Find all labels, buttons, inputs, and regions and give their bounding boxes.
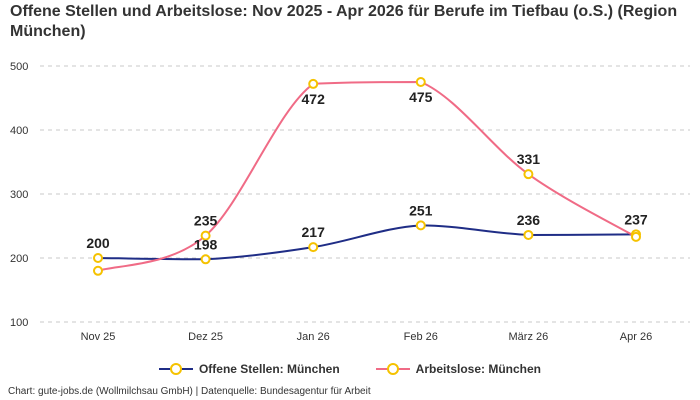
data-label: 472: [302, 91, 326, 107]
data-point: [308, 242, 319, 253]
y-tick-label: 100: [10, 317, 28, 329]
data-label: 475: [409, 89, 433, 105]
data-label: 331: [517, 151, 541, 167]
y-tick-label: 200: [10, 253, 28, 265]
data-point: [415, 77, 426, 87]
x-axis-ticks: Nov 25 Dez 25 Jan 26 Feb 26 März 26 Apr 26: [81, 331, 653, 343]
data-label: 200: [86, 235, 110, 251]
series-line-0: [97, 224, 637, 261]
source-footer: Chart: gute-jobs.de (Wollmilchsau GmbH) …: [8, 386, 371, 397]
data-point: [631, 231, 641, 242]
chart-title: Offene Stellen und Arbeitslose: Nov 2025…: [10, 3, 678, 40]
x-tick-label: März 26: [509, 331, 549, 343]
data-label: 237: [624, 211, 648, 227]
data-point: [308, 78, 319, 89]
x-tick-label: Jan 26: [297, 331, 330, 343]
data-label: 251: [409, 202, 433, 218]
data-point: [200, 230, 211, 241]
data-point: [200, 254, 211, 265]
data-label: 236: [517, 212, 541, 228]
y-tick-label: 500: [10, 61, 28, 73]
legend-item-arbeitslose[interactable]: Arbeitslose: München: [375, 362, 542, 376]
y-tick-label: 300: [10, 189, 28, 201]
grid-lines: [40, 65, 690, 323]
y-axis-ticks: 100 200 300 400 500: [10, 61, 28, 329]
x-tick-label: Nov 25: [81, 331, 116, 343]
series-line-1: [97, 80, 637, 272]
data-label: 198: [194, 236, 218, 252]
data-point: [93, 253, 103, 263]
data-labels: 200 198 217 251 236 237 235 472 475 331: [86, 89, 648, 252]
y-tick-label: 400: [10, 125, 28, 137]
data-point: [93, 265, 103, 276]
legend-label-arbeitslose: Arbeitslose: München: [415, 362, 542, 376]
x-tick-label: Feb 26: [404, 331, 438, 343]
line-chart: 100 200 300 400 500 Nov 25 Dez 25 Jan 26 Feb 26…: [10, 61, 690, 343]
x-tick-label: Dez 25: [188, 331, 223, 343]
series-markers: [93, 77, 641, 276]
legend-swatch-offene-stellen: [158, 363, 193, 375]
data-point: [523, 229, 534, 240]
data-point: [523, 169, 534, 180]
x-tick-label: Apr 26: [620, 331, 652, 343]
legend-item-offene-stellen[interactable]: Offene Stellen: München: [158, 362, 340, 376]
data-label: 217: [302, 224, 326, 240]
legend-swatch-arbeitslose: [375, 363, 410, 375]
legend: Offene Stellen: München Arbeitslose: Mün…: [0, 362, 700, 376]
data-label: 235: [194, 213, 218, 229]
series-lines: [97, 80, 637, 272]
legend-label-offene-stellen: Offene Stellen: München: [198, 362, 340, 376]
data-point: [415, 220, 426, 231]
